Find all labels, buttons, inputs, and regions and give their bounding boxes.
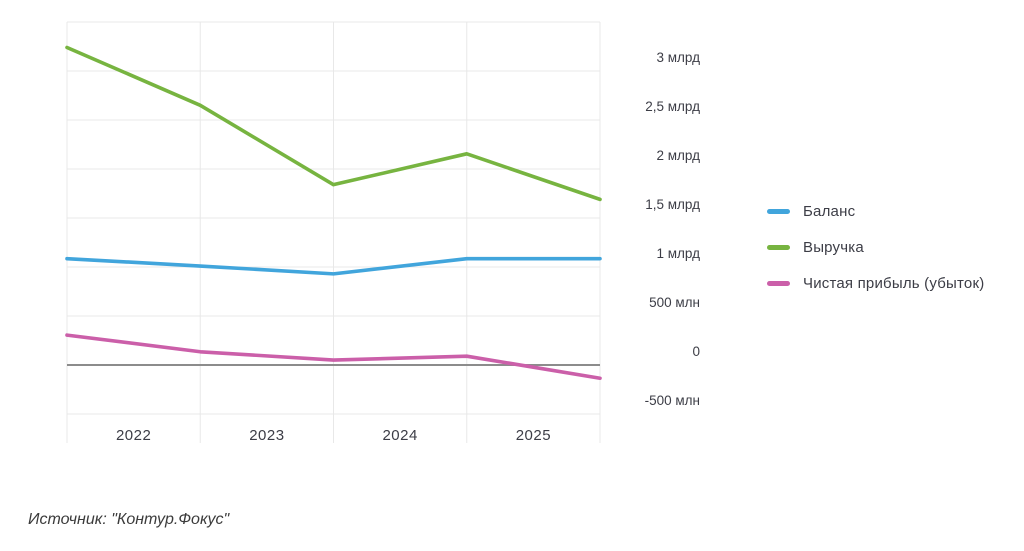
y-tick-label: 1,5 млрд [645, 197, 700, 212]
legend-label-balance: Баланс [803, 202, 856, 220]
y-tick-label: 3 млрд [657, 50, 701, 65]
y-tick-label: -500 млн [645, 393, 700, 408]
x-tick-label: 2023 [249, 427, 284, 444]
series-line [65, 45, 602, 202]
y-tick-label: 500 млн [649, 295, 700, 310]
revenue-swatch-icon [767, 244, 790, 250]
legend-item-revenue[interactable]: Выручка [767, 238, 984, 256]
y-tick-label: 0 [692, 344, 700, 359]
legend-item-net-profit[interactable]: Чистая прибыль (убыток) [767, 274, 985, 292]
y-tick-label: 2,5 млрд [645, 99, 700, 114]
y-tick-label: 1 млрд [657, 246, 701, 261]
x-tick-label: 2025 [516, 427, 551, 444]
series-line [65, 333, 602, 381]
x-tick-label: 2024 [382, 427, 417, 444]
legend-item-balance[interactable]: Баланс [767, 202, 984, 220]
legend-label-net-profit: Чистая прибыль (убыток) [803, 274, 985, 292]
series-line [65, 256, 602, 276]
net-profit-swatch-icon [767, 280, 790, 286]
source-caption: Источник: "Контур.Фокус" [28, 511, 230, 528]
x-tick-label: 2022 [116, 427, 151, 444]
legend-label-revenue: Выручка [803, 238, 864, 256]
y-tick-label: 2 млрд [657, 148, 701, 163]
chart-canvas: 3 млрд 2,5 млрд 2 млрд 1,5 млрд 1 млрд 500 мл… [65, 21, 701, 444]
chart-legend: Баланс Выручка Чистая прибыль (убыток) [767, 203, 984, 311]
balance-swatch-icon [767, 208, 790, 214]
